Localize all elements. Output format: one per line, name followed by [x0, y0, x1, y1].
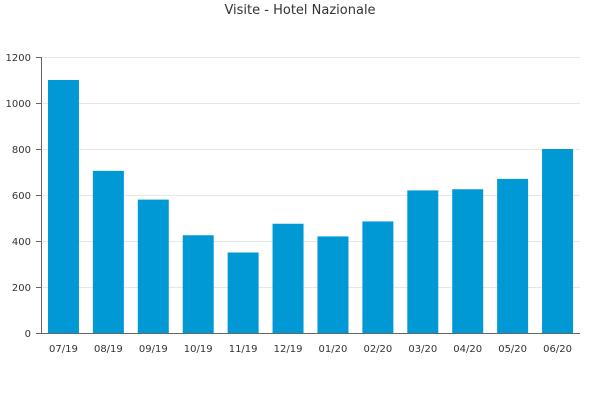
y-tick-label-200: 200: [12, 283, 31, 294]
x-tick-label-02-20: 02/20: [363, 344, 392, 355]
bar-04-20: [452, 189, 484, 333]
x-tick-label-06-20: 06/20: [543, 344, 572, 355]
y-tick-label-800: 800: [12, 145, 31, 156]
bar-12-19: [272, 223, 304, 333]
bar-09-19: [137, 199, 169, 333]
y-tick-label-0: 0: [25, 329, 31, 340]
x-tick-label-07-19: 07/19: [49, 344, 78, 355]
bar-03-20: [407, 190, 439, 333]
x-tick-label-05-20: 05/20: [498, 344, 527, 355]
y-tick-label-1200: 1200: [6, 53, 31, 64]
bar-11-19: [227, 252, 259, 333]
x-tick-label-12-19: 12/19: [274, 344, 303, 355]
y-tick-label-400: 400: [12, 237, 31, 248]
bar-02-20: [362, 221, 394, 333]
y-tick-label-600: 600: [12, 191, 31, 202]
x-tick-label-09-19: 09/19: [139, 344, 168, 355]
x-tick-label-10-19: 10/19: [184, 344, 213, 355]
gridlines: [41, 57, 580, 288]
x-tick-label-01-20: 01/20: [319, 344, 348, 355]
bar-10-19: [182, 235, 214, 333]
x-tick-label-04-20: 04/20: [453, 344, 482, 355]
bar-01-20: [317, 236, 349, 333]
y-tick-label-1000: 1000: [6, 99, 31, 110]
chart-title: Visite - Hotel Nazionale: [224, 3, 376, 18]
bar-07-19: [47, 80, 79, 333]
x-tick-label-08-19: 08/19: [94, 344, 123, 355]
bar-06-20: [542, 149, 574, 333]
axes: [36, 57, 580, 334]
bars: [47, 80, 574, 333]
tick-labels: 0 200 400 600 800 1000 1200 07/19 08/19 09/19 10/1…: [6, 53, 572, 355]
x-tick-label-03-20: 03/20: [408, 344, 437, 355]
bar-08-19: [92, 170, 124, 333]
bar-05-20: [497, 178, 529, 333]
x-tick-label-11-19: 11/19: [229, 344, 258, 355]
